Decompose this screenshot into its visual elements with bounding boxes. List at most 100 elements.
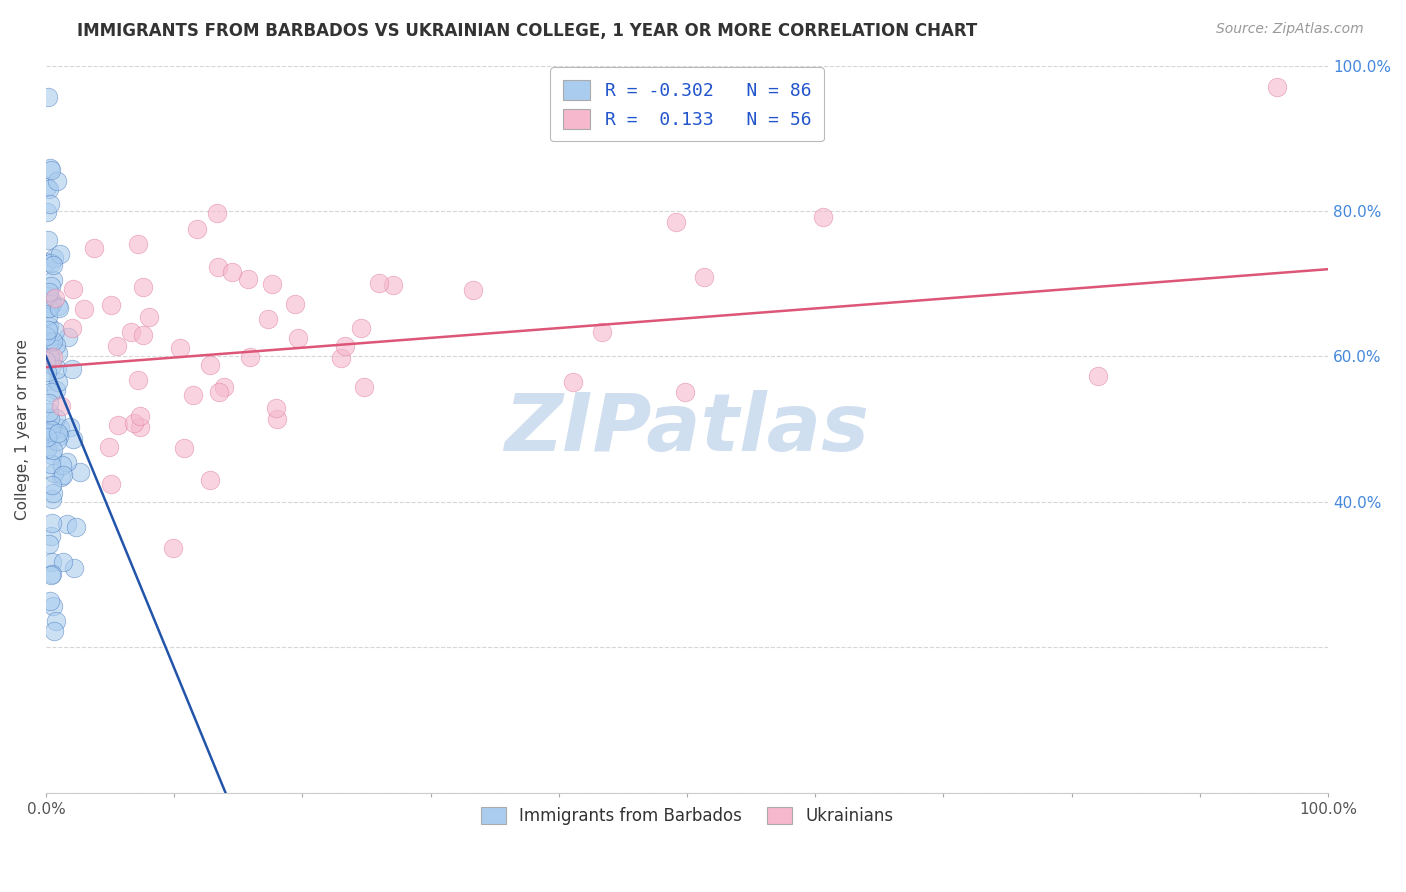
Point <box>38 318 60 333</box>
Point <box>49 247 72 261</box>
Point <box>214 380 236 394</box>
Point <box>173 441 195 455</box>
Point <box>811 210 834 224</box>
Point <box>162 541 184 556</box>
Point <box>98 440 121 454</box>
Point <box>463 284 485 298</box>
Point <box>260 277 283 291</box>
Point <box>39 426 62 441</box>
Point <box>1087 369 1109 384</box>
Point <box>41 358 63 372</box>
Point <box>350 320 373 334</box>
Point <box>41 297 63 311</box>
Point <box>73 302 96 317</box>
Point <box>39 334 62 349</box>
Point <box>41 555 63 569</box>
Point <box>48 429 70 443</box>
Text: ZIPatlas: ZIPatlas <box>505 390 869 468</box>
Point <box>284 297 307 311</box>
Point <box>39 163 62 178</box>
Point <box>44 466 66 480</box>
Point <box>287 331 309 345</box>
Point <box>45 338 67 352</box>
Point <box>39 278 62 293</box>
Point <box>665 215 688 229</box>
Point <box>56 330 79 344</box>
Point <box>129 420 152 434</box>
Point <box>382 277 405 292</box>
Point <box>35 179 58 194</box>
Point <box>38 350 60 364</box>
Point <box>673 384 696 399</box>
Point <box>37 289 59 303</box>
Point <box>1265 80 1288 95</box>
Point <box>38 396 60 410</box>
Point <box>39 423 62 437</box>
Point <box>39 197 62 211</box>
Point <box>42 251 65 265</box>
Point <box>266 412 288 426</box>
Point <box>45 614 67 628</box>
Point <box>56 516 79 531</box>
Point <box>41 478 63 492</box>
Point <box>39 256 62 270</box>
Point <box>221 265 243 279</box>
Point <box>257 311 280 326</box>
Point <box>41 492 63 507</box>
Point <box>330 351 353 365</box>
Point <box>69 466 91 480</box>
Point <box>39 161 62 175</box>
Point <box>38 334 60 349</box>
Point <box>181 388 204 402</box>
Point <box>41 567 63 582</box>
Point <box>591 325 613 339</box>
Point <box>207 384 229 399</box>
Point <box>48 421 70 435</box>
Point <box>38 182 60 196</box>
Point <box>41 334 63 349</box>
Point <box>35 374 58 388</box>
Point <box>46 426 69 441</box>
Point <box>37 425 59 440</box>
Point <box>35 442 58 457</box>
Point <box>353 380 375 394</box>
Point <box>186 222 208 236</box>
Point <box>37 430 59 444</box>
Point <box>41 529 63 543</box>
Point <box>46 174 69 188</box>
Point <box>105 338 128 352</box>
Point <box>37 365 59 379</box>
Point <box>39 384 62 399</box>
Point <box>132 280 155 294</box>
Point <box>46 434 69 448</box>
Point <box>120 325 142 339</box>
Point <box>127 373 149 387</box>
Point <box>62 282 84 296</box>
Point <box>37 90 59 104</box>
Point <box>42 599 65 614</box>
Point <box>205 206 228 220</box>
Point <box>38 405 60 419</box>
Point <box>83 241 105 255</box>
Point <box>107 418 129 433</box>
Point <box>37 301 59 315</box>
Point <box>35 329 58 343</box>
Point <box>65 520 87 534</box>
Point <box>56 455 79 469</box>
Y-axis label: College, 1 year or more: College, 1 year or more <box>15 339 30 520</box>
Point <box>45 411 67 425</box>
Point <box>124 417 146 431</box>
Point <box>198 358 221 372</box>
Point <box>38 537 60 551</box>
Point <box>169 341 191 355</box>
Point <box>132 328 155 343</box>
Point <box>692 269 714 284</box>
Point <box>37 309 59 323</box>
Point <box>129 409 152 423</box>
Point <box>127 237 149 252</box>
Point <box>368 276 391 290</box>
Text: Source: ZipAtlas.com: Source: ZipAtlas.com <box>1216 22 1364 37</box>
Point <box>35 354 58 368</box>
Point <box>207 260 229 274</box>
Point <box>41 516 63 530</box>
